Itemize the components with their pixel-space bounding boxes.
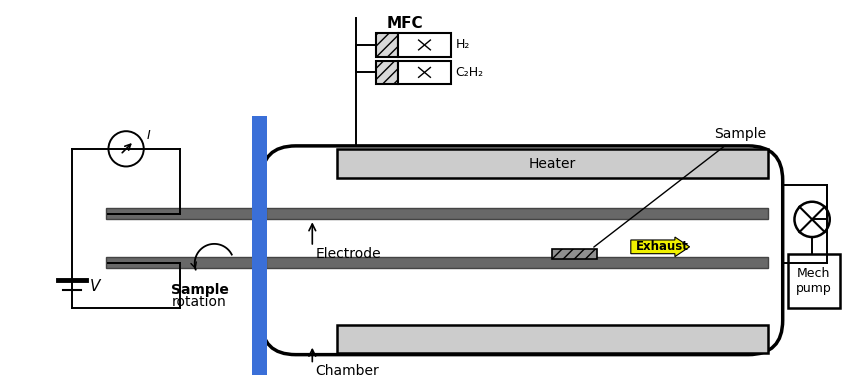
Text: Sample: Sample [594, 127, 766, 247]
Bar [337, 325, 768, 353]
Bar [106, 208, 264, 219]
Text: Mech
pump: Mech pump [796, 267, 831, 294]
Text: Sample: Sample [171, 283, 229, 297]
Text: H₂: H₂ [456, 38, 470, 52]
Bar [337, 149, 768, 178]
Text: rotation: rotation [173, 295, 227, 309]
Bar [376, 33, 398, 57]
Text: C₂H₂: C₂H₂ [456, 66, 484, 79]
Text: I: I [147, 128, 150, 142]
Text: Chamber: Chamber [315, 365, 379, 378]
FancyBboxPatch shape [261, 146, 783, 355]
Bar [266, 208, 768, 219]
Bar [106, 257, 264, 268]
Bar [376, 61, 398, 84]
Bar [398, 61, 451, 84]
Text: Heater: Heater [529, 157, 576, 171]
Bar [266, 257, 768, 268]
Text: V: V [90, 279, 100, 293]
Bar [398, 33, 451, 57]
Text: Electrode: Electrode [315, 247, 381, 261]
FancyArrow shape [631, 237, 689, 257]
Bar [252, 116, 267, 375]
Bar [788, 254, 840, 308]
Text: MFC: MFC [387, 16, 423, 31]
Bar [552, 249, 597, 258]
Text: Exhaust: Exhaust [636, 240, 688, 253]
